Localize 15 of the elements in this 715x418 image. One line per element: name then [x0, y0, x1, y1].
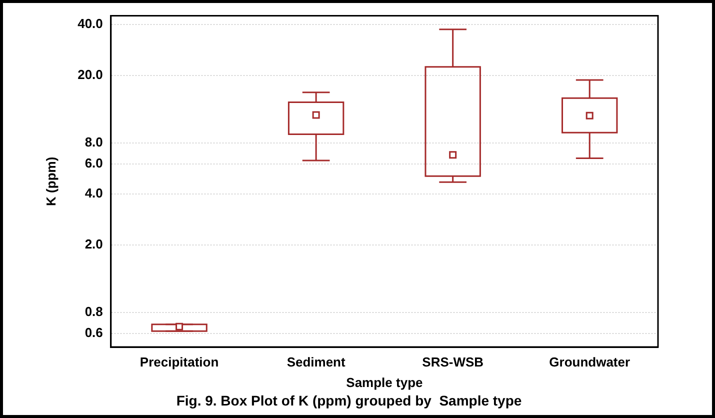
text: Fig. 9. Box Plot of K (ppm) grouped by Sample type — [176, 392, 522, 408]
y-tick-label: 6.0 — [84, 156, 103, 171]
x-tick-label: Precipitation — [140, 354, 219, 370]
y-tick-label: 0.6 — [84, 325, 103, 340]
x-axis-title: Sample type — [346, 374, 423, 390]
x-tick-label: SRS-WSB — [422, 354, 484, 370]
x-tick-label: Groundwater — [549, 354, 630, 370]
y-axis-title: K (ppm) — [43, 156, 58, 206]
y-tick-label: 4.0 — [84, 186, 103, 201]
y-tick-label: 0.8 — [84, 304, 103, 319]
y-tick-label: 20.0 — [78, 67, 103, 82]
y-tick-label: 8.0 — [84, 134, 103, 150]
x-tick-label: Sediment — [286, 354, 346, 370]
y-tick-label: 2.0 — [84, 236, 103, 252]
y-tick-label: 40.0 — [78, 16, 103, 32]
